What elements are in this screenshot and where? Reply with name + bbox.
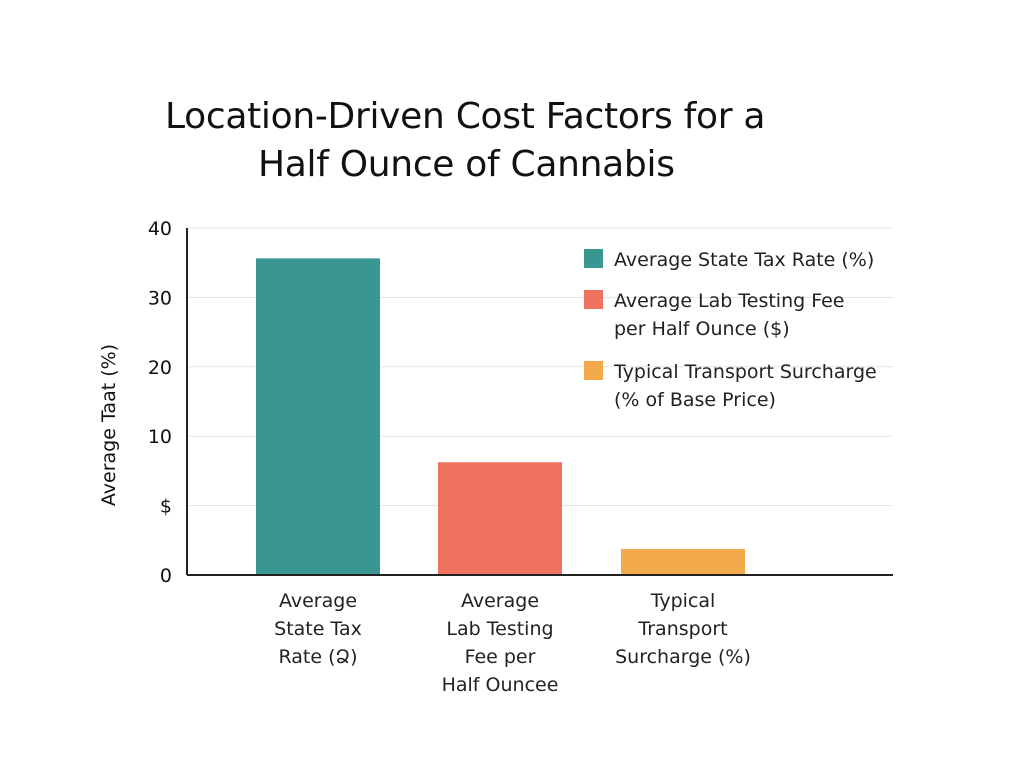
bar-3 [621,548,745,575]
bar-2 [438,462,562,575]
chart-title-line-2: Half Ounce of Cannabis [258,144,675,185]
y-tick-label: 20 [148,357,172,379]
legend-swatch [584,249,603,268]
y-tick-label: 10 [148,426,172,448]
bars [256,258,745,575]
legend-swatch [584,361,603,380]
x-category-labels: Average State Tax Rate (Ձ) Average Lab Testi… [274,590,751,696]
legend-label: Typical Transport Surcharge (% of Base Pr… [613,361,877,411]
y-tick-label: $ [160,496,172,518]
bar-1 [256,258,380,575]
x-category-label: Typical Transport Surcharge (%) [615,590,751,668]
legend-label: Average Lab Testing Fee per Half Ounce ($… [614,290,845,340]
legend-swatch [584,290,603,309]
legend: Average State Tax Rate (%) Average Lab Te… [584,249,877,411]
y-tick-label: 40 [148,218,172,240]
axes [186,228,893,576]
y-tick-label: 30 [148,287,172,309]
y-tick-labels: 0 $10 20 30 40 [148,218,172,587]
x-category-label: Average State Tax Rate (Ձ) [274,590,362,668]
legend-item: Average State Tax Rate (%) [584,249,874,271]
y-tick-label: 0 [160,565,172,587]
legend-label: Average State Tax Rate (%) [614,249,874,271]
legend-item: Average Lab Testing Fee per Half Ounce ($… [584,290,845,340]
chart-title-line-1: Location-Driven Cost Factors for a [165,96,766,137]
legend-item: Typical Transport Surcharge (% of Base Pr… [584,361,877,411]
x-category-label: Average Lab Testing Fee per Half Ouncee [442,590,559,696]
y-axis-label: Average Taat (%) [98,344,120,506]
